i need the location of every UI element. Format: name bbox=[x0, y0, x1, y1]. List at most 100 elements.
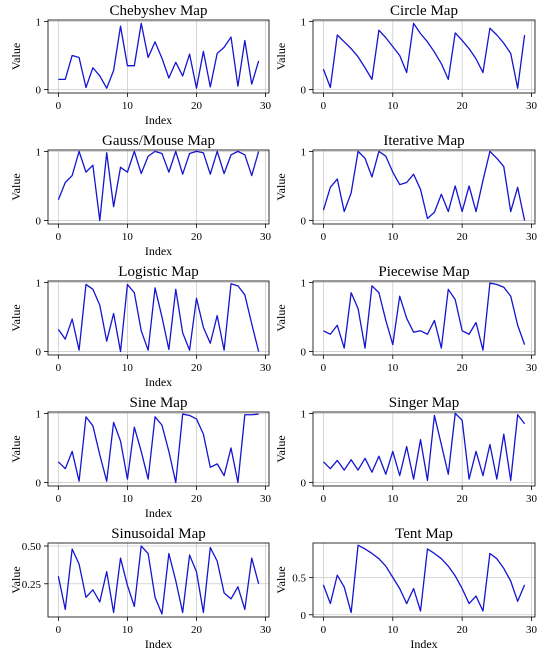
chart-panel: 0 10 20 30 0 1 Piecewise Map Value bbox=[274, 264, 538, 374]
x-tick-label: 0 bbox=[321, 624, 327, 636]
chart-panel: 0 10 20 30 0 1 Chebyshev Map Index Value bbox=[9, 3, 272, 127]
y-tick-label: 0 bbox=[301, 216, 307, 228]
x-tick-label: 30 bbox=[526, 362, 538, 374]
y-axis-label: Value bbox=[274, 43, 288, 70]
x-tick-label: 20 bbox=[191, 624, 203, 636]
chart-panel: 0 10 20 30 0 1 Iterative Map Value bbox=[274, 133, 538, 243]
x-tick-label: 30 bbox=[260, 100, 272, 112]
series-line bbox=[57, 150, 260, 222]
plot-frame bbox=[47, 542, 270, 618]
y-tick-label: 1 bbox=[301, 146, 307, 158]
plot-frame bbox=[312, 542, 536, 618]
x-tick-label: 10 bbox=[122, 493, 134, 505]
chart-panel: 0 10 20 30 0 1 Logistic Map Index Value bbox=[9, 264, 272, 389]
x-tick-label: 30 bbox=[526, 493, 538, 505]
y-tick-label: 0 bbox=[36, 478, 42, 490]
series-line bbox=[322, 412, 526, 482]
panel-title: Chebyshev Map bbox=[110, 3, 208, 19]
x-axis-label: Index bbox=[145, 113, 172, 127]
y-axis-label: Value bbox=[9, 43, 23, 70]
panel-title: Gauss/Mouse Map bbox=[102, 133, 215, 149]
series-line bbox=[322, 22, 526, 89]
x-axis-label: Index bbox=[145, 375, 172, 389]
panel-title: Tent Map bbox=[395, 526, 453, 542]
x-tick-label: 30 bbox=[526, 231, 538, 243]
x-tick-label: 0 bbox=[321, 493, 327, 505]
y-tick-label: 0 bbox=[36, 216, 42, 228]
series-line bbox=[322, 544, 526, 614]
panel-title: Piecewise Map bbox=[378, 264, 469, 280]
plot-frame bbox=[47, 280, 270, 356]
x-tick-label: 20 bbox=[457, 100, 469, 112]
y-tick-label: 1 bbox=[301, 277, 307, 289]
x-tick-label: 30 bbox=[260, 231, 272, 243]
x-tick-label: 0 bbox=[56, 362, 62, 374]
y-tick-label: 1 bbox=[301, 408, 307, 420]
plot-frame bbox=[312, 19, 536, 94]
y-tick-label: 0.25 bbox=[22, 579, 42, 591]
y-tick-label: 1 bbox=[36, 277, 42, 289]
plot-frame bbox=[312, 411, 536, 487]
y-tick-label: 0 bbox=[36, 347, 42, 359]
y-tick-label: 1 bbox=[36, 408, 42, 420]
x-tick-label: 30 bbox=[526, 100, 538, 112]
x-tick-label: 10 bbox=[122, 362, 134, 374]
x-tick-label: 20 bbox=[457, 362, 469, 374]
x-tick-label: 10 bbox=[122, 624, 134, 636]
series-line bbox=[322, 150, 526, 221]
x-tick-label: 30 bbox=[260, 362, 272, 374]
y-tick-label: 0.50 bbox=[22, 541, 42, 553]
chart-panel: 0 10 20 30 0 0.5 Tent Map Index Value bbox=[274, 526, 538, 651]
plot-frame bbox=[312, 149, 536, 225]
series-line bbox=[58, 22, 260, 89]
panel-title: Logistic Map bbox=[118, 264, 198, 280]
y-axis-label: Value bbox=[274, 173, 288, 200]
chart-panel: 0 10 20 30 0 1 Sine Map Index Value bbox=[9, 395, 272, 520]
x-tick-label: 0 bbox=[56, 493, 62, 505]
y-tick-label: 1 bbox=[36, 16, 42, 28]
x-tick-label: 10 bbox=[387, 100, 399, 112]
panel-title: Sinusoidal Map bbox=[111, 526, 206, 542]
x-axis-label: Index bbox=[145, 506, 172, 520]
chart-panel: 0 10 20 30 0 1 Singer Map Value bbox=[274, 395, 538, 505]
chart-panel: 0 10 20 30 0 1 Circle Map Value bbox=[274, 3, 538, 112]
y-tick-label: 0 bbox=[301, 610, 307, 622]
plot-frame bbox=[47, 149, 270, 225]
x-tick-label: 10 bbox=[122, 100, 134, 112]
x-tick-label: 20 bbox=[191, 362, 203, 374]
y-axis-label: Value bbox=[9, 435, 23, 462]
y-axis-label: Value bbox=[9, 566, 23, 593]
x-tick-label: 20 bbox=[457, 493, 469, 505]
y-axis-label: Value bbox=[9, 304, 23, 331]
x-tick-label: 30 bbox=[526, 624, 538, 636]
y-tick-label: 0 bbox=[301, 85, 307, 97]
x-axis-label: Index bbox=[145, 244, 172, 258]
plot-frame bbox=[47, 411, 270, 487]
panel-title: Sine Map bbox=[130, 395, 188, 411]
x-tick-label: 30 bbox=[260, 624, 272, 636]
y-axis-label: Value bbox=[274, 304, 288, 331]
x-tick-label: 20 bbox=[191, 231, 203, 243]
x-axis-label: Index bbox=[145, 637, 172, 651]
y-tick-label: 1 bbox=[36, 146, 42, 158]
panel-title: Singer Map bbox=[389, 395, 459, 411]
y-tick-label: 0 bbox=[301, 347, 307, 359]
x-tick-label: 0 bbox=[321, 362, 327, 374]
series-line bbox=[57, 283, 260, 353]
y-axis-label: Value bbox=[9, 173, 23, 200]
series-line bbox=[57, 545, 260, 615]
y-tick-label: 0 bbox=[301, 478, 307, 490]
x-tick-label: 10 bbox=[387, 231, 399, 243]
x-tick-label: 10 bbox=[387, 624, 399, 636]
x-tick-label: 0 bbox=[321, 100, 327, 112]
y-tick-label: 1 bbox=[301, 16, 307, 28]
chart-panel: 0 10 20 30 0.25 0.50 Sinusoidal Map Index Value bbox=[9, 526, 272, 651]
y-tick-label: 0.5 bbox=[292, 572, 306, 584]
series-line bbox=[57, 413, 259, 484]
x-tick-label: 20 bbox=[191, 493, 203, 505]
y-axis-label: Value bbox=[274, 566, 288, 593]
chart-panel: 0 10 20 30 0 1 Gauss/Mouse Map Index Value bbox=[9, 133, 272, 258]
x-tick-label: 0 bbox=[56, 624, 62, 636]
x-tick-label: 0 bbox=[56, 231, 62, 243]
